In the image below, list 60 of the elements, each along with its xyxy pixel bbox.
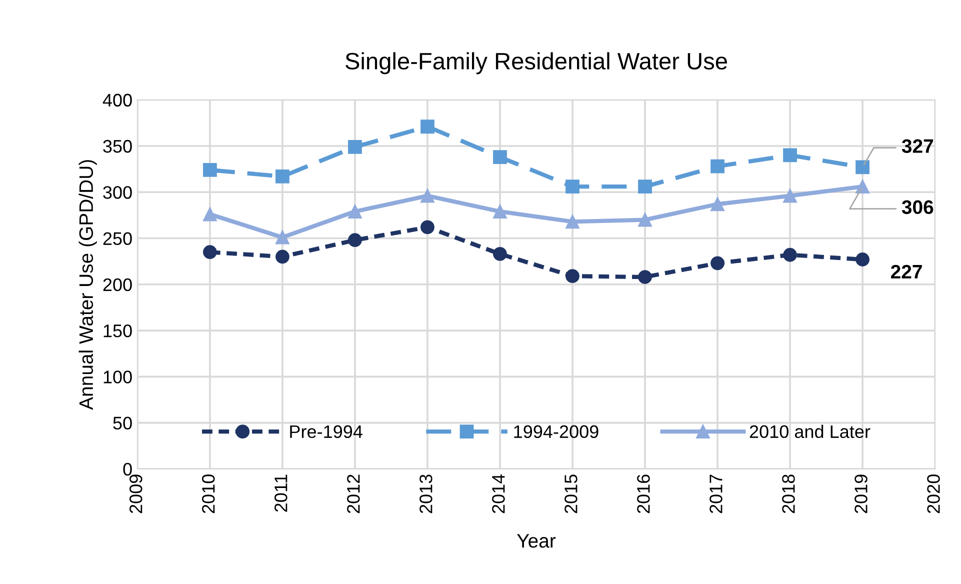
point xyxy=(348,233,362,248)
point xyxy=(493,204,507,218)
x-tick-label: 2015 xyxy=(564,474,578,514)
y-tick-label: 300 xyxy=(103,186,132,199)
x-tick-label: 2019 xyxy=(854,474,868,514)
y-tick-label: 400 xyxy=(102,94,132,107)
x-tick-label: 2012 xyxy=(347,474,360,514)
x-tick-label: 2010 xyxy=(202,474,215,514)
legend-label: 2010 and Later xyxy=(750,424,870,438)
y-tick-label: 350 xyxy=(103,140,132,153)
x-tick-label: 2014 xyxy=(492,474,505,514)
point xyxy=(710,197,724,212)
point xyxy=(710,256,724,270)
x-tick-label: 2013 xyxy=(420,474,432,514)
point xyxy=(566,180,580,194)
legend-label: Pre-1994 xyxy=(290,425,362,438)
y-tick-label: 200 xyxy=(103,278,132,292)
point xyxy=(493,247,507,261)
point xyxy=(783,248,797,262)
point xyxy=(638,270,652,284)
y-axis-title: Annual Water Use (GPD/DU) xyxy=(78,160,97,410)
point xyxy=(856,180,870,194)
point xyxy=(348,204,362,218)
data-label: 306 xyxy=(902,200,934,214)
point xyxy=(856,160,870,174)
point xyxy=(420,220,434,234)
point xyxy=(638,180,652,194)
point xyxy=(493,150,507,164)
point xyxy=(348,140,362,154)
x-tick-label: 2018 xyxy=(782,474,795,514)
y-tick-label: 100 xyxy=(104,370,132,384)
point xyxy=(276,250,290,264)
point xyxy=(202,207,217,222)
x-tick-label: 2020 xyxy=(927,474,940,514)
data-label: 327 xyxy=(902,139,934,154)
y-tick-label: 0 xyxy=(123,462,132,476)
point xyxy=(420,120,434,134)
point xyxy=(783,188,797,203)
x-tick-label: 2011 xyxy=(274,474,288,512)
chart-title: Single-Family Residential Water Use xyxy=(346,52,727,74)
point xyxy=(276,170,290,184)
x-tick-label: 2009 xyxy=(129,474,142,514)
point xyxy=(420,188,434,203)
point xyxy=(638,212,652,227)
x-tick-label: 2017 xyxy=(710,474,722,514)
data-label: 227 xyxy=(890,264,922,278)
legend-label: 1994-2009 xyxy=(514,425,598,438)
y-tick-label: 50 xyxy=(113,416,132,430)
point xyxy=(566,269,580,284)
point xyxy=(783,148,797,162)
point xyxy=(710,159,724,174)
point xyxy=(202,245,217,260)
point xyxy=(276,230,290,244)
point xyxy=(856,252,870,266)
x-tick-label: 2016 xyxy=(637,474,650,514)
y-tick-label: 150 xyxy=(104,324,132,338)
y-tick-label: 250 xyxy=(103,232,132,245)
x-axis-title: Year xyxy=(517,534,556,548)
point xyxy=(202,163,217,177)
point xyxy=(566,214,580,229)
